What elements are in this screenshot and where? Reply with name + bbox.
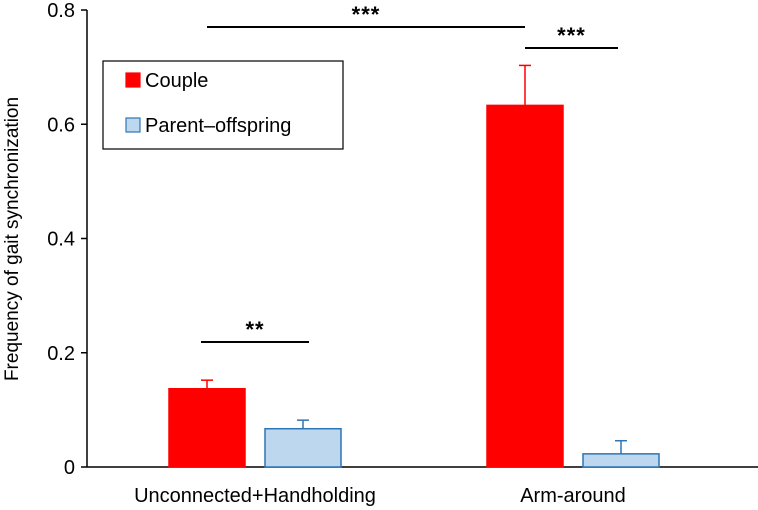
y-tick-label: 0 <box>64 457 75 479</box>
legend-swatch-parent-offspring <box>125 117 141 133</box>
x-axis: Unconnected+Handholding Arm-around <box>87 466 758 507</box>
bar-couple-1 <box>486 104 564 468</box>
y-tick-label: 0.2 <box>47 343 75 365</box>
legend-swatch-couple <box>125 72 141 88</box>
significance-label: ** <box>245 317 264 342</box>
x-category-label: Unconnected+Handholding <box>134 485 376 507</box>
x-category-label: Arm-around <box>520 485 626 507</box>
legend-label: Parent–offspring <box>145 115 291 137</box>
bar-parent-offspring-1 <box>582 453 660 468</box>
bars <box>168 104 660 468</box>
y-tick-label: 0.6 <box>47 114 75 136</box>
significance-label: *** <box>352 2 381 27</box>
y-tick-label: 0.4 <box>47 229 75 251</box>
legend-label: Couple <box>145 70 208 92</box>
y-axis: 0 0.2 0.4 0.6 0.8 <box>47 0 88 479</box>
legend: Couple Parent–offspring <box>102 60 344 150</box>
legend-box <box>102 60 344 150</box>
significance-label: *** <box>557 23 586 48</box>
significance-markers: ******** <box>201 2 618 343</box>
bar-parent-offspring-0 <box>264 427 342 468</box>
bar-couple-0 <box>168 387 246 468</box>
error-bars <box>201 64 627 454</box>
y-tick-label: 0.8 <box>47 0 75 22</box>
y-axis-label: Frequency of gait synchronization <box>2 97 23 381</box>
